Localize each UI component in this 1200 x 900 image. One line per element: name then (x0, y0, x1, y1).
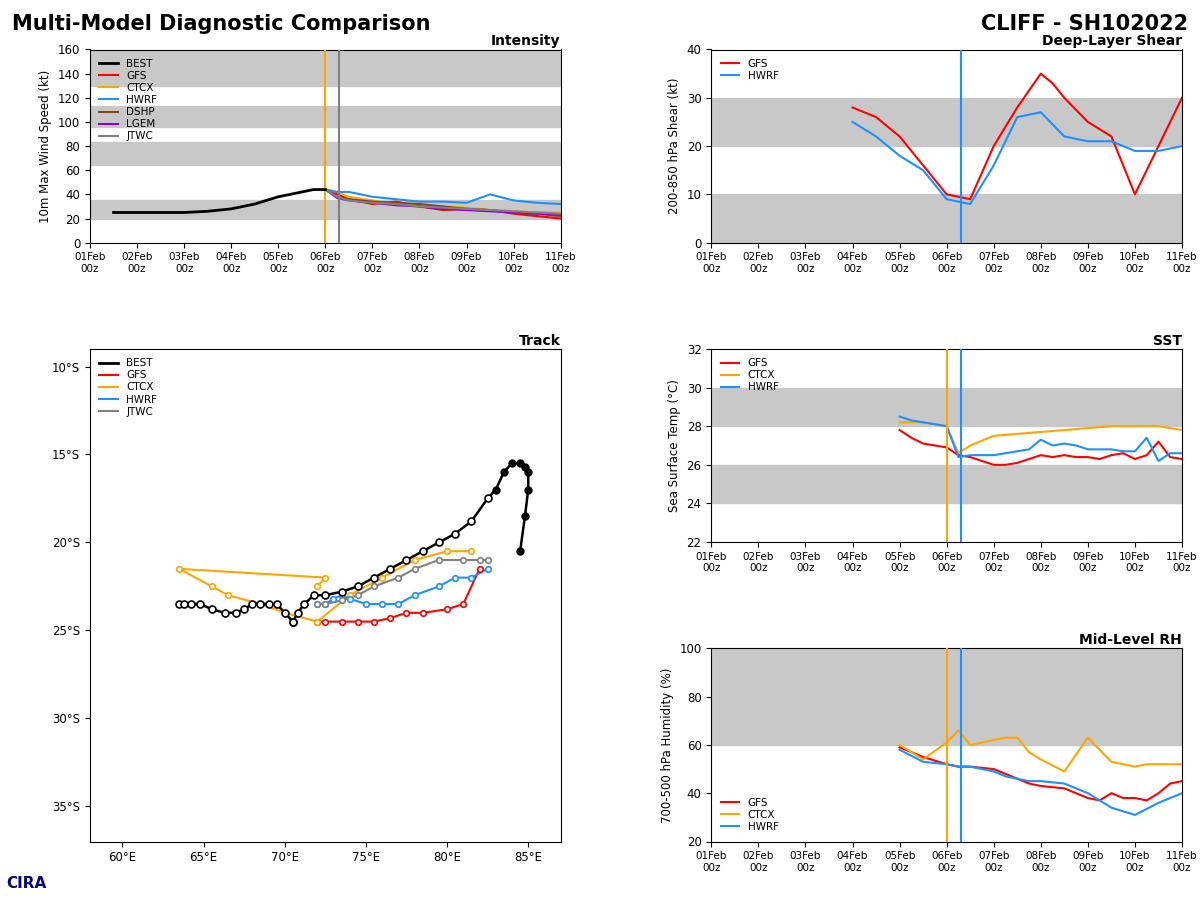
Legend: BEST, GFS, CTCX, HWRF, JTWC: BEST, GFS, CTCX, HWRF, JTWC (95, 354, 162, 421)
Legend: GFS, CTCX, HWRF: GFS, CTCX, HWRF (716, 354, 782, 397)
Legend: GFS, HWRF: GFS, HWRF (716, 55, 782, 86)
Bar (90, 142, 560, 166)
Y-axis label: 200-850 hPa Shear (kt): 200-850 hPa Shear (kt) (668, 77, 682, 214)
Text: SST: SST (1153, 334, 1182, 347)
Bar (712, 648, 1182, 697)
Text: CIRA: CIRA (6, 876, 47, 891)
Text: Deep-Layer Shear: Deep-Layer Shear (1042, 34, 1182, 49)
Text: Multi-Model Diagnostic Comparison: Multi-Model Diagnostic Comparison (12, 14, 431, 33)
Bar (90, 106, 560, 127)
Bar (712, 388, 1182, 427)
Y-axis label: 10m Max Wind Speed (kt): 10m Max Wind Speed (kt) (40, 69, 53, 222)
Legend: GFS, CTCX, HWRF: GFS, CTCX, HWRF (716, 794, 782, 836)
Bar (712, 464, 1182, 503)
Legend: BEST, GFS, CTCX, HWRF, DSHP, LGEM, JTWC: BEST, GFS, CTCX, HWRF, DSHP, LGEM, JTWC (95, 55, 162, 146)
Bar (90, 50, 560, 86)
Text: Mid-Level RH: Mid-Level RH (1079, 634, 1182, 647)
Text: CLIFF - SH102022: CLIFF - SH102022 (980, 14, 1188, 33)
Bar (712, 98, 1182, 146)
Text: Track: Track (518, 334, 560, 347)
Text: Intensity: Intensity (491, 34, 560, 49)
Bar (90, 201, 560, 219)
Y-axis label: 700-500 hPa Humidity (%): 700-500 hPa Humidity (%) (661, 667, 673, 823)
Y-axis label: Sea Surface Temp (°C): Sea Surface Temp (°C) (668, 379, 682, 512)
Bar (712, 194, 1182, 243)
Bar (712, 697, 1182, 745)
